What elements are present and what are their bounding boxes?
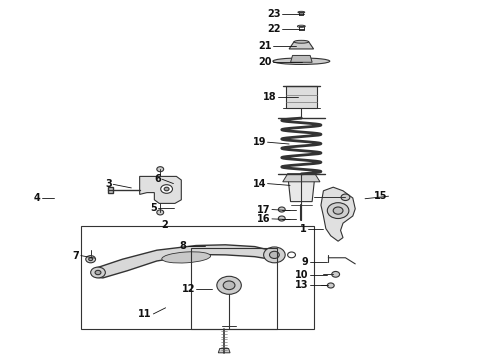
Polygon shape — [140, 176, 181, 203]
Polygon shape — [288, 174, 315, 202]
Circle shape — [89, 258, 93, 261]
Polygon shape — [286, 86, 317, 108]
Text: 7: 7 — [73, 251, 79, 261]
Text: 2: 2 — [161, 220, 168, 230]
Ellipse shape — [162, 252, 211, 263]
Bar — [191, 248, 277, 329]
Circle shape — [332, 271, 340, 277]
Text: 20: 20 — [258, 57, 272, 67]
Circle shape — [264, 247, 285, 263]
Polygon shape — [218, 348, 230, 353]
Bar — [81, 226, 314, 329]
Text: 4: 4 — [33, 193, 40, 203]
Circle shape — [95, 270, 101, 275]
Text: 6: 6 — [154, 174, 161, 184]
Circle shape — [157, 210, 164, 215]
Circle shape — [223, 281, 235, 289]
Text: 12: 12 — [181, 284, 195, 294]
Circle shape — [217, 276, 241, 294]
Text: 15: 15 — [373, 191, 387, 201]
Circle shape — [278, 216, 285, 221]
Polygon shape — [291, 55, 312, 62]
Text: 1: 1 — [300, 224, 307, 234]
Circle shape — [164, 187, 169, 191]
Circle shape — [341, 194, 350, 201]
Text: 13: 13 — [295, 280, 309, 291]
Text: 3: 3 — [105, 179, 112, 189]
Text: 11: 11 — [138, 309, 152, 319]
Text: 22: 22 — [267, 24, 280, 34]
Circle shape — [278, 207, 285, 212]
Text: 9: 9 — [302, 257, 309, 267]
Text: 23: 23 — [267, 9, 280, 19]
Text: 14: 14 — [252, 179, 266, 189]
Text: 8: 8 — [179, 240, 186, 251]
Polygon shape — [96, 245, 274, 278]
Circle shape — [333, 207, 343, 214]
Text: 17: 17 — [257, 204, 270, 215]
Circle shape — [161, 185, 172, 193]
Ellipse shape — [273, 58, 330, 64]
Circle shape — [327, 203, 349, 219]
Circle shape — [91, 267, 105, 278]
Circle shape — [327, 283, 334, 288]
Polygon shape — [108, 187, 113, 193]
Ellipse shape — [297, 25, 305, 27]
Polygon shape — [321, 187, 355, 241]
Text: 10: 10 — [295, 270, 309, 280]
Circle shape — [86, 256, 96, 263]
Text: 19: 19 — [252, 137, 266, 147]
Polygon shape — [289, 42, 314, 49]
Circle shape — [157, 167, 164, 172]
Text: 18: 18 — [263, 92, 277, 102]
Ellipse shape — [298, 12, 305, 13]
Ellipse shape — [294, 40, 309, 43]
Polygon shape — [283, 174, 320, 182]
Text: 21: 21 — [258, 41, 272, 51]
Circle shape — [270, 251, 279, 258]
Text: 16: 16 — [257, 214, 270, 224]
Text: 5: 5 — [150, 203, 157, 213]
Circle shape — [288, 252, 295, 258]
